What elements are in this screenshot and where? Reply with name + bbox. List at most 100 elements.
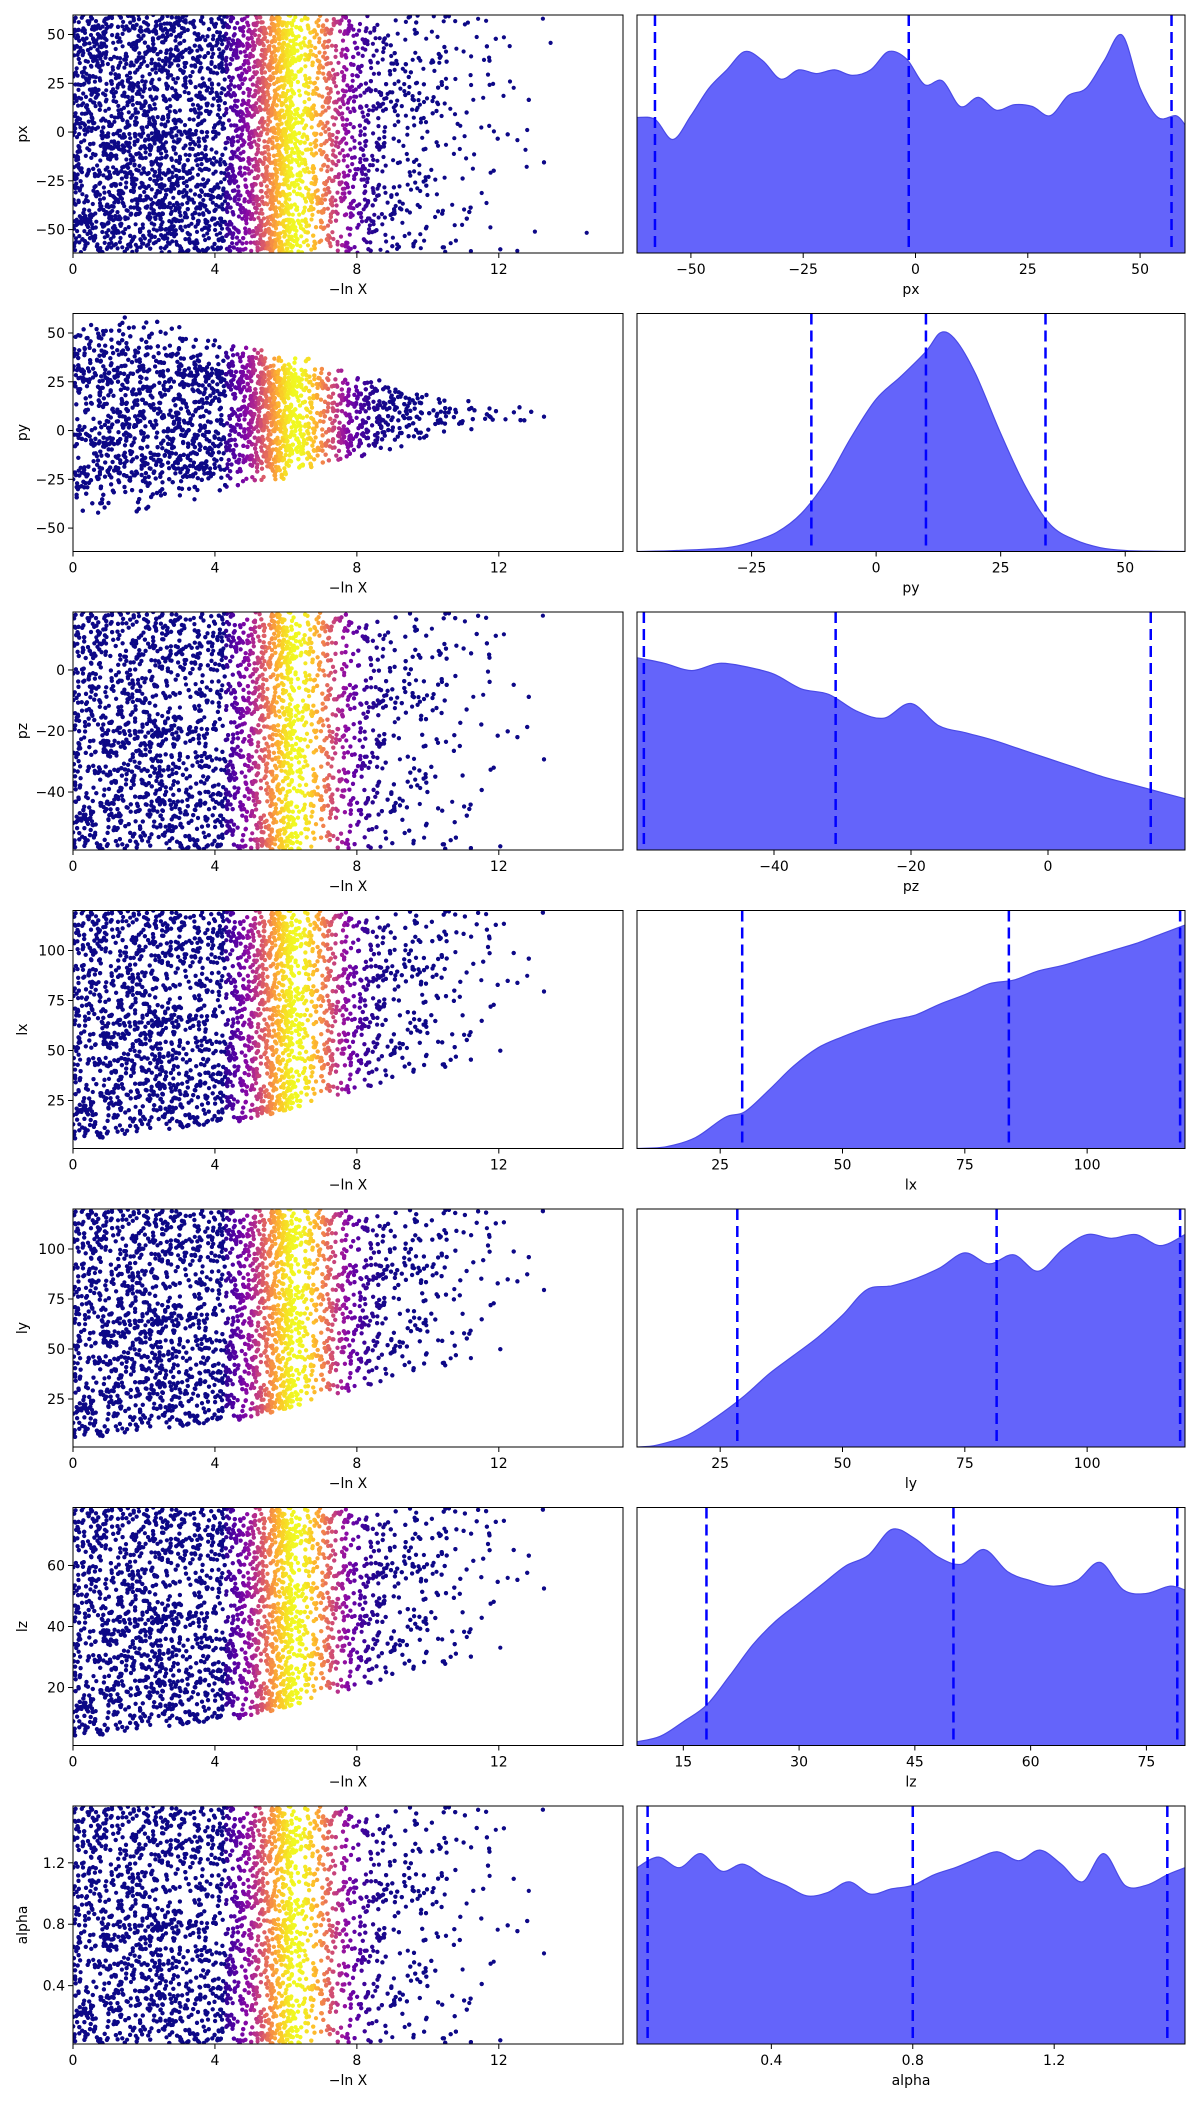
scatter-point bbox=[309, 49, 313, 53]
scatter-point bbox=[348, 110, 352, 114]
scatter-point bbox=[334, 163, 338, 167]
scatter-point bbox=[170, 86, 174, 90]
scatter-point bbox=[329, 167, 333, 171]
scatter-point bbox=[235, 236, 239, 240]
scatter-point bbox=[342, 94, 346, 98]
scatter-point bbox=[168, 228, 172, 232]
scatter-point bbox=[344, 123, 348, 127]
scatter-point bbox=[210, 147, 214, 151]
scatter-point bbox=[242, 25, 246, 29]
scatter-point bbox=[413, 181, 417, 185]
scatter-point bbox=[170, 15, 174, 19]
scatter-point bbox=[76, 53, 80, 57]
scatter-point bbox=[302, 126, 306, 130]
scatter-point bbox=[148, 247, 152, 251]
scatter-point bbox=[80, 70, 84, 74]
scatter-point bbox=[149, 235, 153, 239]
scatter-point bbox=[277, 28, 281, 32]
scatter-point bbox=[313, 81, 317, 85]
scatter-point bbox=[292, 189, 296, 193]
scatter-point bbox=[220, 20, 224, 24]
scatter-point bbox=[292, 47, 296, 51]
scatter-point bbox=[153, 217, 157, 221]
scatter-point bbox=[274, 116, 278, 120]
scatter-point bbox=[381, 50, 385, 54]
scatter-point bbox=[139, 25, 143, 29]
scatter-point bbox=[124, 141, 128, 145]
scatter-point bbox=[188, 98, 192, 102]
scatter-point bbox=[106, 228, 110, 232]
scatter-point bbox=[385, 250, 389, 254]
scatter-point bbox=[202, 184, 206, 188]
scatter-point bbox=[392, 185, 396, 189]
scatter-point bbox=[388, 69, 392, 73]
scatter-point bbox=[330, 230, 334, 234]
scatter-point bbox=[103, 93, 107, 97]
scatter-point bbox=[161, 201, 165, 205]
scatter-point bbox=[154, 20, 158, 24]
scatter-point bbox=[351, 79, 355, 83]
scatter-point bbox=[352, 99, 356, 103]
scatter-point bbox=[355, 226, 359, 230]
scatter-point bbox=[122, 58, 126, 62]
scatter-point bbox=[80, 112, 84, 116]
scatter-point bbox=[78, 214, 82, 218]
scatter-point bbox=[256, 147, 260, 151]
scatter-point bbox=[409, 70, 413, 74]
scatter-point bbox=[501, 94, 505, 98]
scatter-point bbox=[343, 128, 347, 132]
scatter-point bbox=[515, 138, 519, 142]
scatter-point bbox=[403, 234, 407, 238]
scatter-point bbox=[294, 25, 298, 29]
scatter-point bbox=[133, 119, 137, 123]
scatter-point bbox=[375, 23, 379, 27]
scatter-point bbox=[80, 103, 84, 107]
scatter-point bbox=[110, 23, 114, 27]
scatter-point bbox=[290, 160, 294, 164]
scatter-point bbox=[265, 202, 269, 206]
scatter-point bbox=[116, 40, 120, 44]
scatter-point bbox=[154, 182, 158, 186]
scatter-point bbox=[233, 26, 237, 30]
scatter-point bbox=[126, 216, 130, 220]
scatter-point bbox=[246, 87, 250, 91]
scatter-point bbox=[239, 151, 243, 155]
scatter-point bbox=[98, 198, 102, 202]
scatter-point bbox=[363, 158, 367, 162]
scatter-point bbox=[227, 85, 231, 89]
scatter-point bbox=[197, 36, 201, 40]
scatter-point bbox=[265, 132, 269, 136]
scatter-point bbox=[418, 103, 422, 107]
scatter-point bbox=[492, 129, 496, 133]
scatter-point bbox=[416, 14, 420, 18]
scatter-point bbox=[219, 91, 223, 95]
scatter-point bbox=[325, 237, 329, 241]
scatter-point bbox=[134, 243, 138, 247]
scatter-point bbox=[156, 162, 160, 166]
scatter-point bbox=[287, 186, 291, 190]
scatter-point bbox=[404, 20, 408, 24]
scatter-point bbox=[281, 190, 285, 194]
scatter-point bbox=[409, 188, 413, 192]
scatter-point bbox=[133, 132, 137, 136]
scatter-point bbox=[375, 159, 379, 163]
scatter-point bbox=[217, 17, 221, 21]
scatter-point bbox=[193, 63, 197, 67]
scatter-point bbox=[76, 155, 80, 159]
scatter-point bbox=[445, 60, 449, 64]
scatter-point bbox=[116, 104, 120, 108]
scatter-point bbox=[302, 168, 306, 172]
scatter-point bbox=[271, 17, 275, 21]
scatter-point bbox=[306, 230, 310, 234]
scatter-point bbox=[80, 29, 84, 33]
scatter-point bbox=[169, 189, 173, 193]
scatter-point bbox=[81, 74, 85, 78]
scatter-point bbox=[243, 178, 247, 182]
scatter-point bbox=[363, 167, 367, 171]
scatter-point bbox=[467, 210, 471, 214]
scatter-point bbox=[283, 180, 287, 184]
scatter-point bbox=[231, 76, 235, 80]
scatter-point bbox=[344, 16, 348, 20]
scatter-point bbox=[246, 113, 250, 117]
scatter-point bbox=[352, 177, 356, 181]
